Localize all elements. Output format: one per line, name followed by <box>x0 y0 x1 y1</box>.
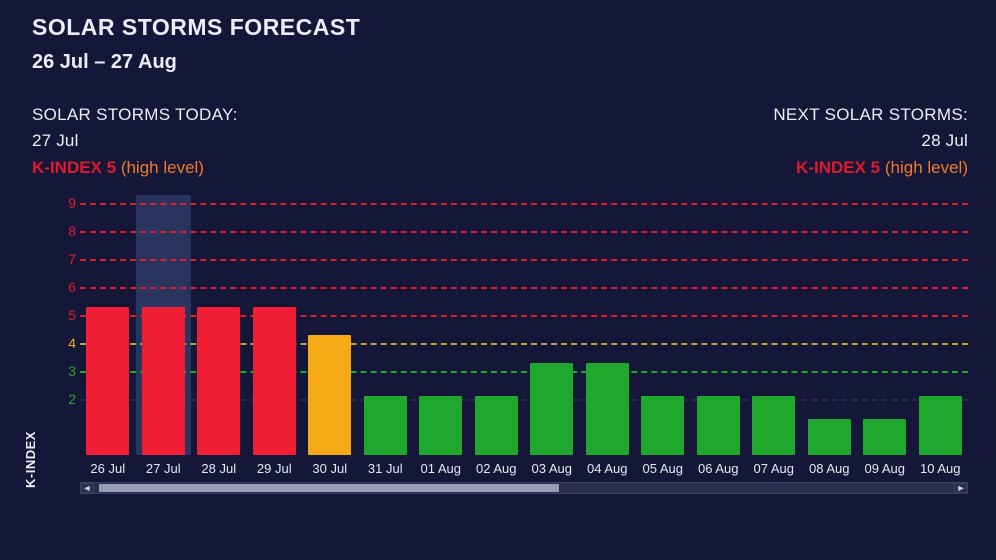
x-tick-label: 31 Jul <box>358 461 414 476</box>
page-title: SOLAR STORMS FORECAST <box>32 14 968 41</box>
bar-slot <box>469 203 525 455</box>
bar[interactable] <box>197 307 240 455</box>
x-tick-label: 08 Aug <box>802 461 858 476</box>
bar[interactable] <box>308 335 351 455</box>
horizontal-scrollbar[interactable]: ◄ ► <box>80 482 968 494</box>
y-tick-label: 8 <box>68 223 76 239</box>
bar[interactable] <box>253 307 296 455</box>
today-kindex-note: (high level) <box>121 158 204 177</box>
bar-slot <box>802 203 858 455</box>
bar-slot <box>635 203 691 455</box>
bar[interactable] <box>808 419 851 455</box>
bar[interactable] <box>86 307 129 455</box>
y-tick-label: 5 <box>68 307 76 323</box>
bar-slot <box>191 203 247 455</box>
scroll-thumb[interactable] <box>99 484 560 492</box>
x-tick-label: 06 Aug <box>691 461 747 476</box>
bar[interactable] <box>641 396 684 455</box>
x-axis-labels: 26 Jul27 Jul28 Jul29 Jul30 Jul31 Jul01 A… <box>80 461 968 476</box>
bar[interactable] <box>530 363 573 455</box>
x-tick-label: 30 Jul <box>302 461 358 476</box>
x-tick-label: 01 Aug <box>413 461 469 476</box>
bar[interactable] <box>752 396 795 455</box>
x-tick-label: 28 Jul <box>191 461 247 476</box>
y-axis-labels: 98765432 <box>56 203 76 455</box>
bar-slot <box>80 203 136 455</box>
x-tick-label: 10 Aug <box>913 461 969 476</box>
today-block: SOLAR STORMS TODAY: 27 Jul K-INDEX 5 (hi… <box>32 102 238 181</box>
next-date: 28 Jul <box>773 128 968 154</box>
bar-slot <box>857 203 913 455</box>
bar-slot <box>358 203 414 455</box>
x-tick-label: 02 Aug <box>469 461 525 476</box>
x-tick-label: 29 Jul <box>247 461 303 476</box>
y-tick-label: 3 <box>68 363 76 379</box>
bar[interactable] <box>475 396 518 455</box>
bar[interactable] <box>586 363 629 455</box>
y-tick-label: 2 <box>68 391 76 407</box>
next-label: NEXT SOLAR STORMS: <box>773 102 968 128</box>
bar-slot <box>247 203 303 455</box>
y-tick-label: 4 <box>68 335 76 351</box>
yaxis-title: K-INDEX <box>23 431 38 488</box>
x-tick-label: 26 Jul <box>80 461 136 476</box>
bar-slot <box>136 203 192 455</box>
x-tick-label: 07 Aug <box>746 461 802 476</box>
bars <box>80 203 968 455</box>
bar[interactable] <box>364 396 407 455</box>
next-kindex-note: (high level) <box>885 158 968 177</box>
y-tick-label: 6 <box>68 279 76 295</box>
today-kindex-value: K-INDEX 5 <box>32 158 116 177</box>
next-kindex-value: K-INDEX 5 <box>796 158 880 177</box>
bar[interactable] <box>697 396 740 455</box>
bar-slot <box>746 203 802 455</box>
scroll-left-arrow-icon[interactable]: ◄ <box>80 483 94 493</box>
date-range: 26 Jul – 27 Aug <box>32 51 968 74</box>
x-tick-label: 03 Aug <box>524 461 580 476</box>
bar-slot <box>413 203 469 455</box>
bar-slot <box>580 203 636 455</box>
bar[interactable] <box>919 396 962 455</box>
x-tick-label: 05 Aug <box>635 461 691 476</box>
bar[interactable] <box>142 307 185 455</box>
bar[interactable] <box>419 396 462 455</box>
x-tick-label: 04 Aug <box>580 461 636 476</box>
bar-slot <box>302 203 358 455</box>
kindex-chart: K-INDEX 98765432 26 Jul27 Jul28 Jul29 Ju… <box>32 203 968 494</box>
today-label: SOLAR STORMS TODAY: <box>32 102 238 128</box>
next-block: NEXT SOLAR STORMS: 28 Jul K-INDEX 5 (hig… <box>773 102 968 181</box>
bar-slot <box>524 203 580 455</box>
y-tick-label: 7 <box>68 251 76 267</box>
today-date: 27 Jul <box>32 128 238 154</box>
scroll-right-arrow-icon[interactable]: ► <box>954 483 968 493</box>
y-tick-label: 9 <box>68 195 76 211</box>
bar[interactable] <box>863 419 906 455</box>
bar-slot <box>691 203 747 455</box>
bar-slot <box>913 203 969 455</box>
x-tick-label: 27 Jul <box>136 461 192 476</box>
x-tick-label: 09 Aug <box>857 461 913 476</box>
